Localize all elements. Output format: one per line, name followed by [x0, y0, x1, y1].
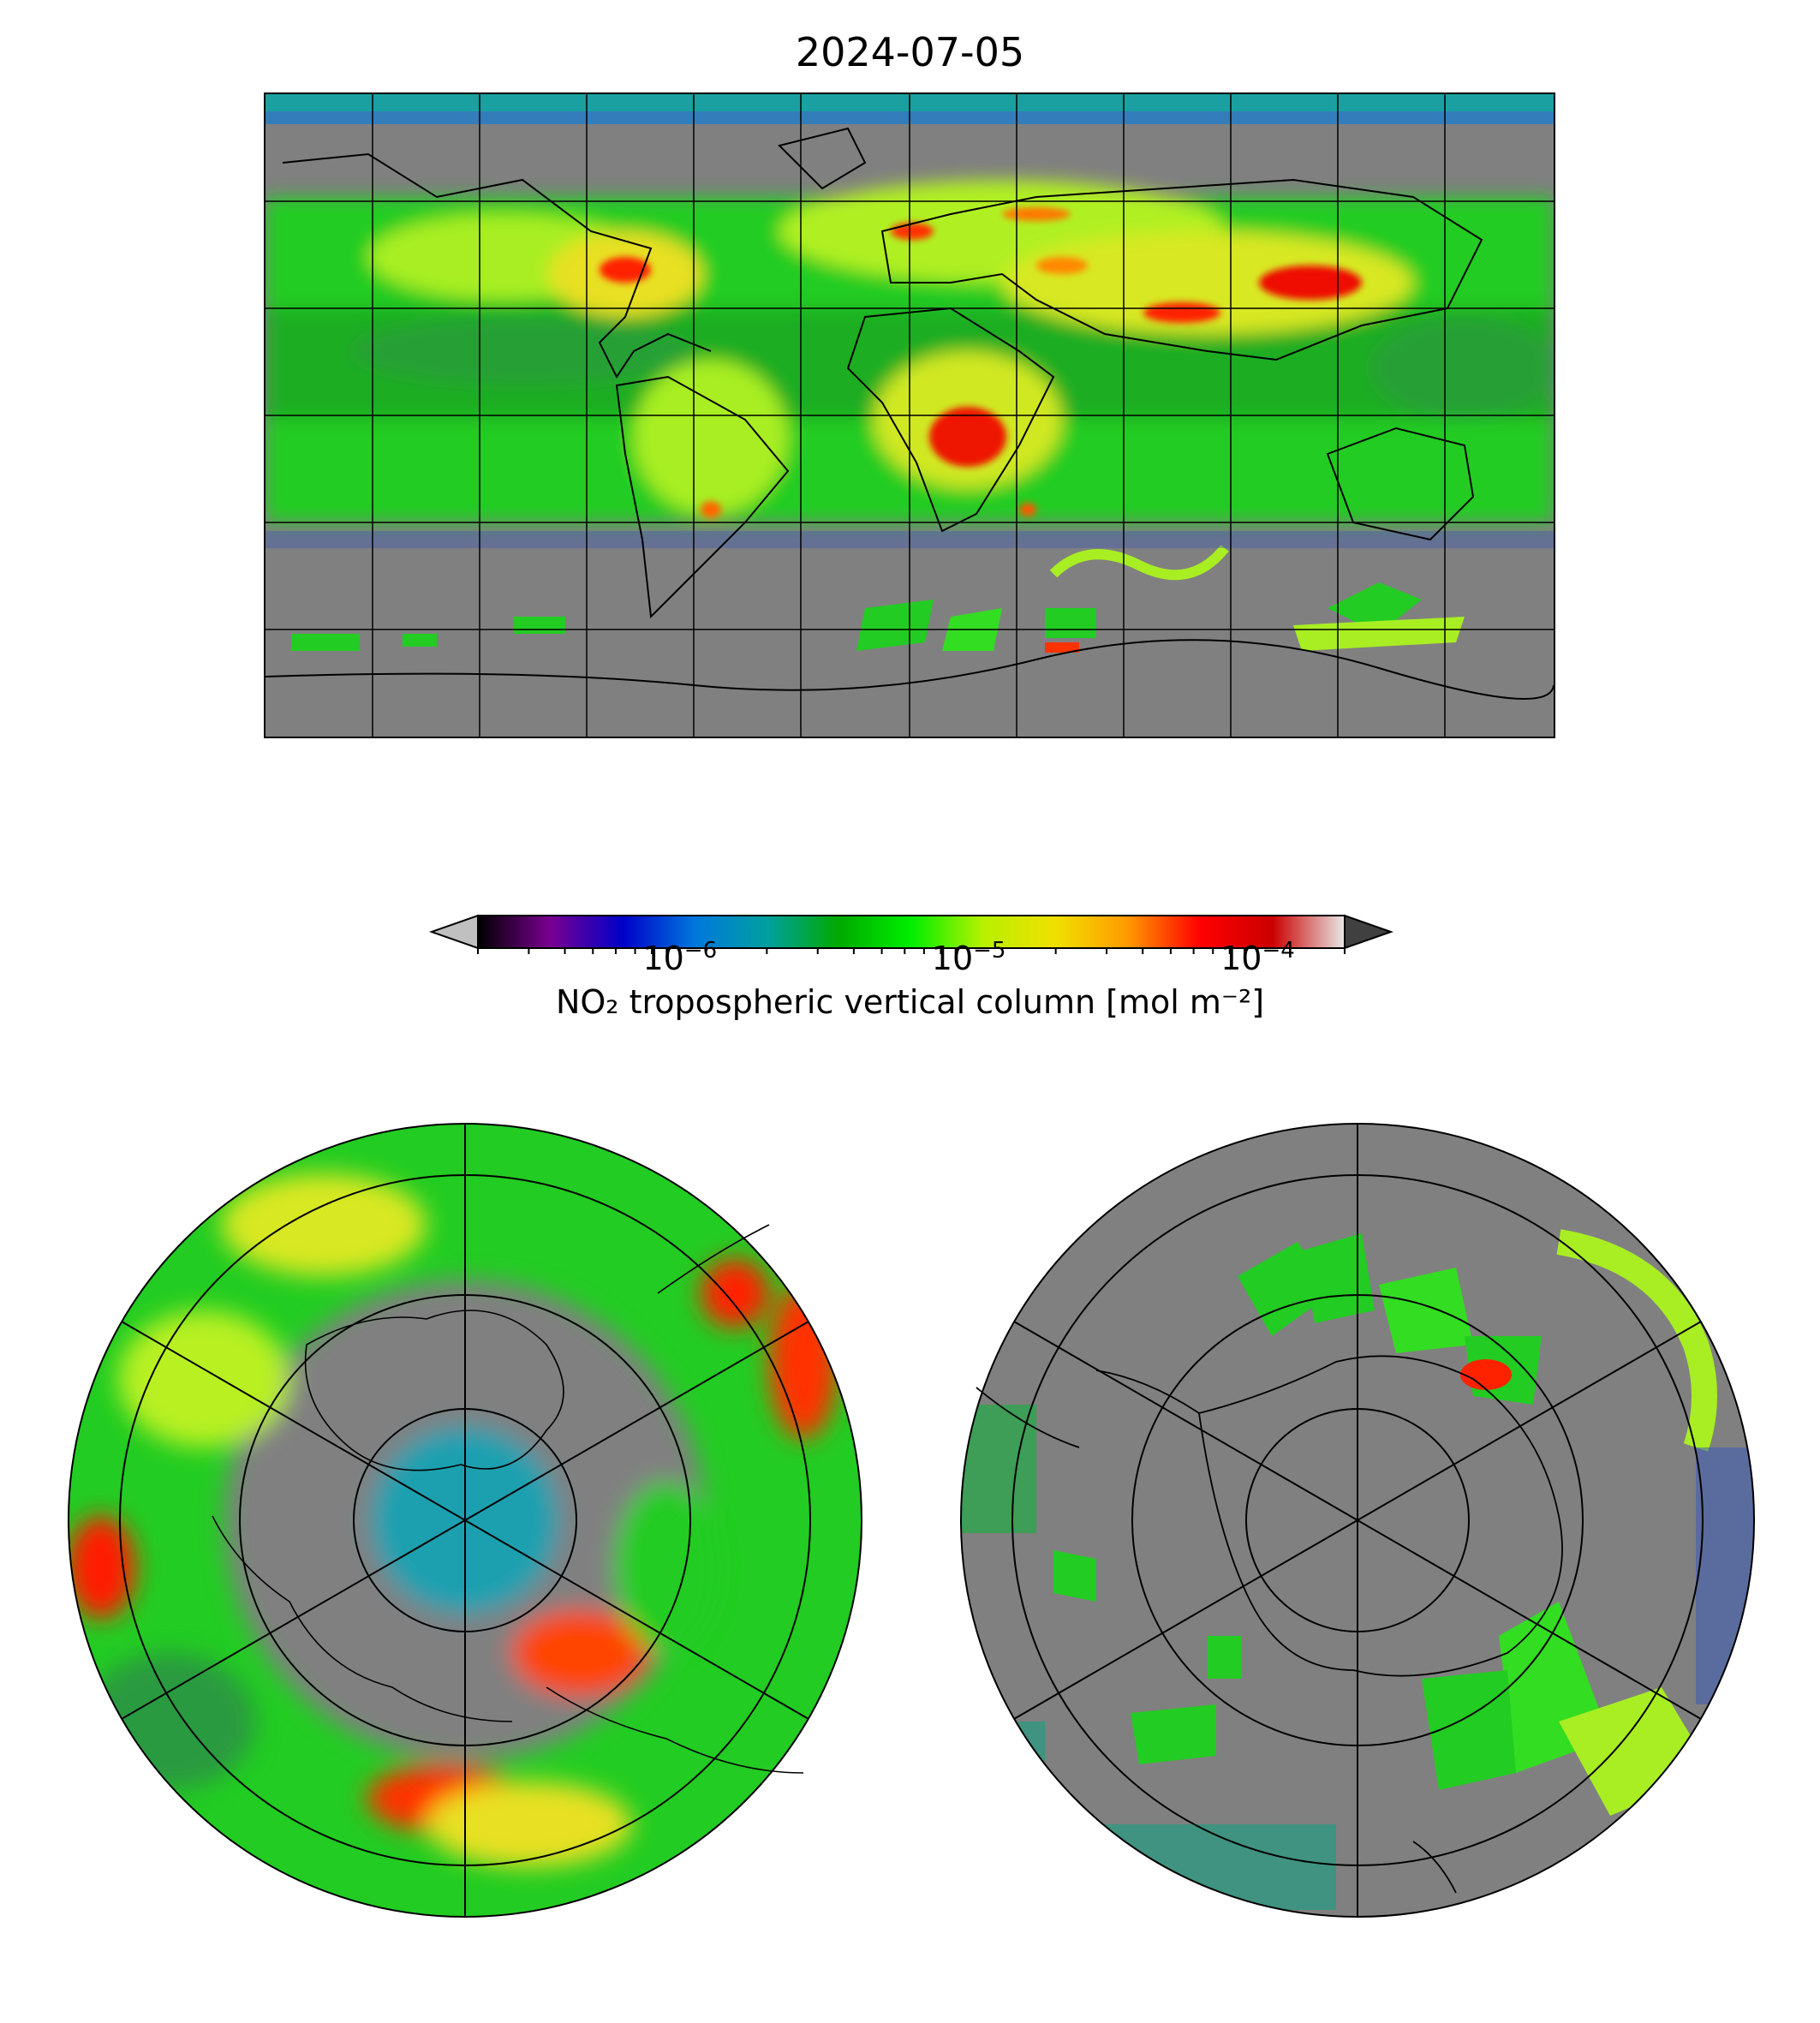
colorbar-tick-label: 10−5 — [931, 938, 1006, 977]
colorbar-tick-label: 10−4 — [1220, 938, 1295, 977]
colorbar-label: NO₂ tropospheric vertical column [mol m⁻… — [555, 983, 1265, 1021]
colorbar-under-arrow — [428, 914, 479, 950]
colorbar-body — [477, 915, 1346, 949]
global-map-svg — [266, 94, 1554, 737]
colorbar-tick-label: 10−6 — [642, 938, 718, 977]
north-polar-gridlines — [68, 1123, 862, 1918]
colorbar — [428, 914, 1394, 958]
global-map — [264, 92, 1555, 738]
gridlines — [266, 94, 1554, 737]
south-polar-coastlines — [976, 1355, 1563, 1894]
north-polar-coastlines — [212, 1224, 804, 1774]
high-concentration-hotspots — [600, 207, 1362, 518]
colorbar-over-arrow — [1344, 914, 1394, 950]
map-title: 2024-07-05 — [795, 29, 1025, 75]
south-polar-gridlines — [960, 1123, 1755, 1918]
north-polar-map — [67, 1122, 863, 1919]
south-polar-map — [959, 1122, 1756, 1919]
